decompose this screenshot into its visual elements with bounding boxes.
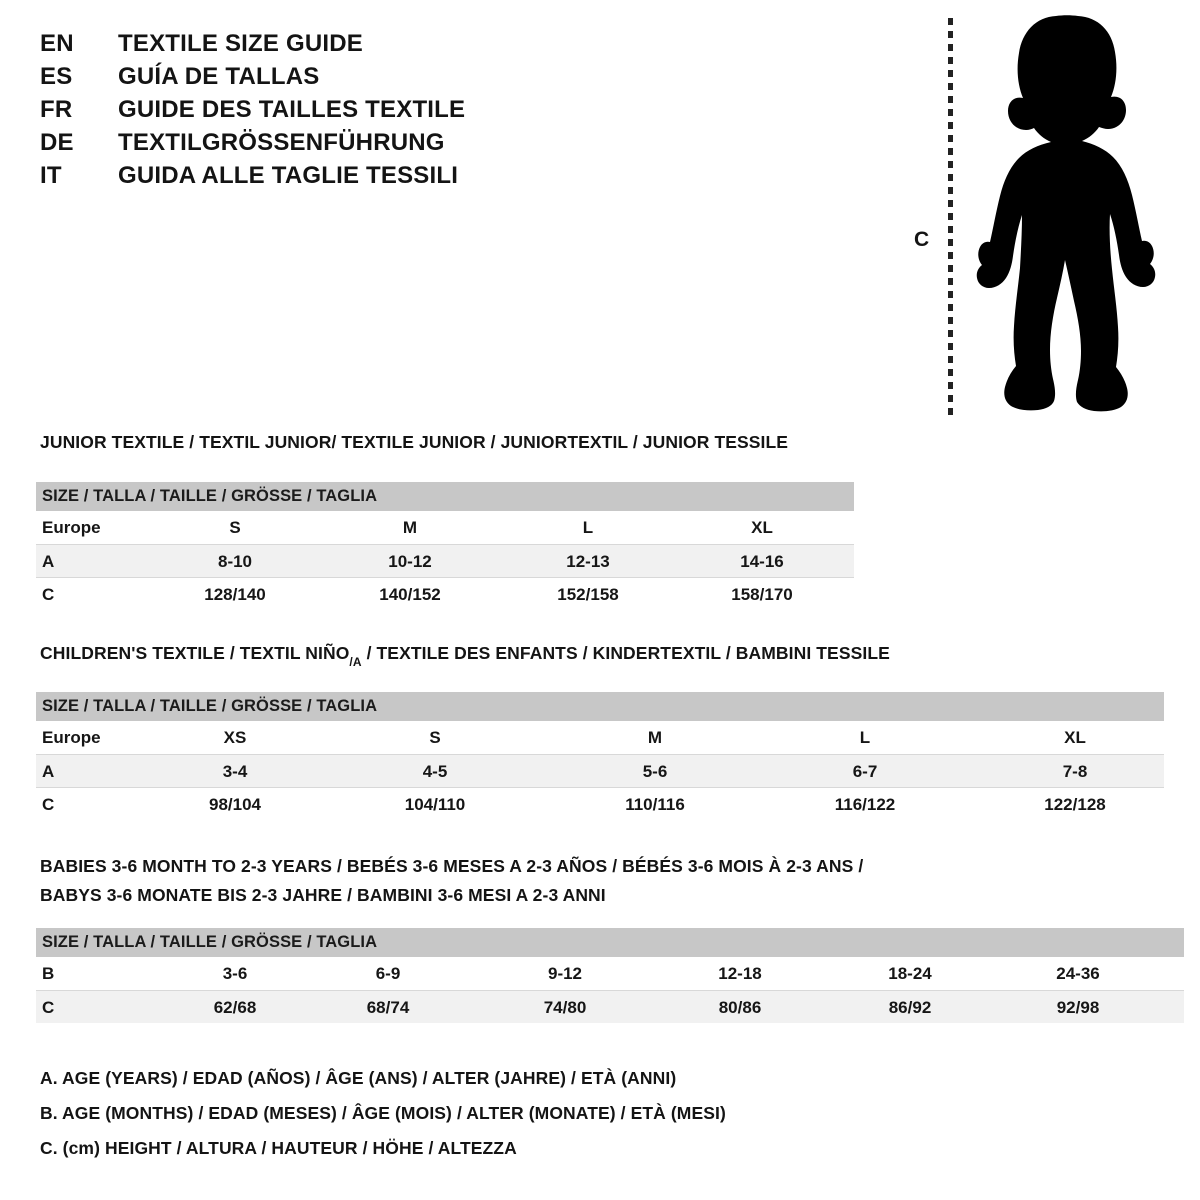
children-band-text: SIZE / TALLA / TAILLE / GRÖSSE / TAGLIA [42,697,378,715]
children-age-s: 4-5 [422,762,448,781]
section-heading-babies-line1: BABIES 3-6 MONTH TO 2-3 YEARS / BEBÉS 3-… [40,856,864,876]
junior-size-s: S [229,518,241,537]
junior-row-c-label: C [42,585,55,604]
junior-table-band: SIZE / TALLA / TAILLE / GRÖSSE / TAGLIA [36,482,854,511]
title-row-de: DE TEXTILGRÖSSENFÜHRUNG [40,129,660,162]
junior-age-l: 12-13 [566,552,610,571]
legend-line-c: C. (cm) HEIGHT / ALTURA / HAUTEUR / HÖHE… [40,1138,517,1158]
junior-height-l: 152/158 [557,585,619,604]
junior-size-l: L [582,518,594,537]
children-height-l: 116/122 [834,795,896,814]
title-row-es: ES GUÍA DE TALLAS [40,63,660,96]
section-heading-children-sub: /A [349,654,362,669]
babies-months-6: 24-36 [1056,964,1100,983]
section-heading-babies-line2: BABYS 3-6 MONATE BIS 2-3 JAHRE / BAMBINI… [40,885,606,905]
children-row-europe-label: Europe [42,728,101,747]
section-heading-children-part2: / TEXTILE DES ENFANTS / KINDERTEXTIL / B… [361,643,890,663]
children-table-band: SIZE / TALLA / TAILLE / GRÖSSE / TAGLIA [36,692,1164,721]
title-text-de: TEXTILGRÖSSENFÜHRUNG [118,129,445,156]
junior-row-europe-label: Europe [42,518,101,537]
babies-band-text: SIZE / TALLA / TAILLE / GRÖSSE / TAGLIA [42,933,378,951]
language-code-de: DE [40,129,74,156]
children-height-xl: 122/128 [1044,795,1106,814]
babies-height-1: 62/68 [213,998,257,1017]
babies-months-4: 12-18 [718,964,762,983]
language-code-it: IT [40,162,62,189]
measure-label-c: C [914,228,930,251]
junior-size-xl: XL [751,518,773,537]
children-size-xl: XL [1064,728,1086,747]
junior-height-m: 140/152 [379,585,441,604]
children-size-m: M [647,728,663,747]
junior-age-s: 8-10 [217,552,253,571]
babies-months-2: 6-9 [375,964,401,983]
title-row-fr: FR GUIDE DES TAILLES TEXTILE [40,96,660,129]
children-row-c: C 98/104 104/110 110/116 116/122 122/128 [36,787,1164,820]
section-heading-children-part1: CHILDREN'S TEXTILE / TEXTIL NIÑO [40,643,350,663]
babies-row-c-label: C [42,998,55,1017]
legend: A. AGE (YEARS) / EDAD (AÑOS) / ÂGE (ANS)… [40,1068,726,1173]
children-row-a: A 3-4 4-5 5-6 6-7 7-8 [36,754,1164,787]
junior-band-text: SIZE / TALLA / TAILLE / GRÖSSE / TAGLIA [42,487,378,505]
babies-row-b-label: B [42,964,55,983]
children-row-europe: Europe XS S M L XL [36,721,1164,754]
title-row-en: EN TEXTILE SIZE GUIDE [40,30,660,63]
babies-height-3: 74/80 [543,998,587,1017]
children-height-xs: 98/104 [209,795,261,814]
title-text-it: GUIDA ALLE TAGLIE TESSILI [118,162,459,189]
children-age-xs: 3-4 [222,762,248,781]
height-measure-dotted-line-icon [948,18,953,420]
section-heading-children: CHILDREN'S TEXTILE / TEXTIL NIÑO/A / TEX… [40,643,890,669]
children-height-m: 110/116 [625,795,685,814]
junior-row-a-label: A [42,552,55,571]
babies-row-b: B 3-6 6-9 9-12 12-18 18-24 24-36 [36,957,1184,990]
children-age-l: 6-7 [852,762,878,781]
junior-height-xl: 158/170 [731,585,793,604]
babies-height-6: 92/98 [1056,998,1100,1017]
title-block: EN TEXTILE SIZE GUIDE ES GUÍA DE TALLAS … [40,30,660,195]
children-size-table: SIZE / TALLA / TAILLE / GRÖSSE / TAGLIA … [36,692,1164,820]
junior-size-m: M [402,518,418,537]
language-code-fr: FR [40,96,73,123]
junior-age-m: 10-12 [388,552,432,571]
height-figure-zone: C [890,10,1180,430]
babies-row-c: C 62/68 68/74 74/80 80/86 86/92 92/98 [36,990,1184,1023]
junior-height-s: 128/140 [204,585,266,604]
language-code-en: EN [40,30,74,57]
babies-height-5: 86/92 [888,998,932,1017]
junior-row-c: C 128/140 140/152 152/158 158/170 [36,577,854,610]
toddler-silhouette-icon [976,15,1156,412]
section-heading-junior: JUNIOR TEXTILE / TEXTIL JUNIOR/ TEXTILE … [40,432,789,452]
legend-line-b: B. AGE (MONTHS) / EDAD (MESES) / ÂGE (MO… [40,1103,726,1123]
junior-size-table: SIZE / TALLA / TAILLE / GRÖSSE / TAGLIA … [36,482,854,610]
title-text-en: TEXTILE SIZE GUIDE [118,30,363,57]
babies-months-1: 3-6 [222,964,248,983]
babies-table-band: SIZE / TALLA / TAILLE / GRÖSSE / TAGLIA [36,928,1184,957]
title-text-es: GUÍA DE TALLAS [118,63,320,90]
children-size-l: L [859,728,871,747]
children-age-m: 5-6 [642,762,668,781]
babies-size-table: SIZE / TALLA / TAILLE / GRÖSSE / TAGLIA … [36,928,1184,1023]
children-size-xs: XS [223,728,247,747]
language-code-es: ES [40,63,73,90]
children-height-s: 104/110 [404,795,466,814]
children-row-c-label: C [42,795,55,814]
junior-age-xl: 14-16 [740,552,784,571]
title-row-it: IT GUIDA ALLE TAGLIE TESSILI [40,162,660,195]
title-text-fr: GUIDE DES TAILLES TEXTILE [118,96,466,123]
children-row-a-label: A [42,762,55,781]
babies-months-3: 9-12 [547,964,583,983]
babies-height-2: 68/74 [366,998,410,1017]
junior-row-europe: Europe S M L XL [36,511,854,544]
babies-height-4: 80/86 [718,998,762,1017]
children-size-s: S [429,728,441,747]
junior-row-a: A 8-10 10-12 12-13 14-16 [36,544,854,577]
children-age-xl: 7-8 [1062,762,1088,781]
legend-line-a: A. AGE (YEARS) / EDAD (AÑOS) / ÂGE (ANS)… [40,1068,677,1088]
babies-months-5: 18-24 [888,964,932,983]
